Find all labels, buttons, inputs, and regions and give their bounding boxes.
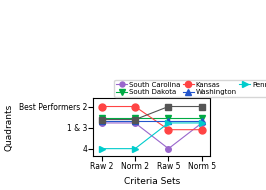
Kansas	[167, 129, 170, 131]
South Dakota	[200, 117, 203, 119]
Line: Kansas: Kansas	[98, 103, 205, 133]
South Dakota	[167, 117, 170, 119]
South Carolina	[200, 122, 203, 124]
Pennsylvania	[200, 122, 203, 124]
South Dakota	[134, 117, 137, 119]
South Dakota	[100, 117, 103, 119]
Legend: South Carolina, South Dakota, Kansas, Washington, Pennsylvania, Illinois: South Carolina, South Dakota, Kansas, Wa…	[114, 80, 266, 97]
South Carolina	[100, 122, 103, 124]
Illinois	[134, 118, 137, 121]
Kansas	[100, 105, 103, 108]
South Carolina	[134, 122, 137, 124]
Washington	[134, 120, 137, 122]
Line: South Carolina: South Carolina	[99, 120, 205, 151]
Pennsylvania	[134, 147, 137, 150]
Illinois	[200, 105, 203, 108]
Line: Washington: Washington	[98, 117, 205, 124]
Kansas	[134, 105, 137, 108]
Washington	[100, 120, 103, 122]
Pennsylvania	[167, 122, 170, 124]
Illinois	[167, 105, 170, 108]
Washington	[167, 120, 170, 122]
Line: Pennsylvania: Pennsylvania	[98, 120, 205, 152]
Kansas	[200, 129, 203, 131]
X-axis label: Criteria Sets: Criteria Sets	[124, 177, 180, 186]
South Carolina	[167, 147, 170, 150]
Y-axis label: Quadrants: Quadrants	[4, 103, 13, 151]
Pennsylvania	[100, 147, 103, 150]
Washington	[200, 120, 203, 122]
Line: Illinois: Illinois	[99, 104, 205, 122]
Line: South Dakota: South Dakota	[98, 115, 205, 122]
Illinois	[100, 118, 103, 121]
